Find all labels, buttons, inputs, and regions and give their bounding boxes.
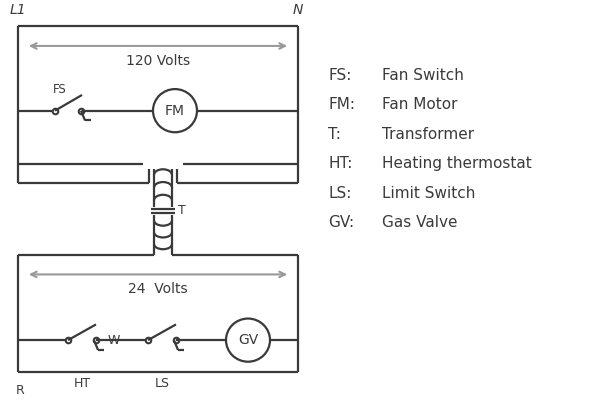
Text: Gas Valve: Gas Valve: [382, 215, 457, 230]
Text: Heating thermostat: Heating thermostat: [382, 156, 532, 171]
Text: FM: FM: [165, 104, 185, 118]
Text: L1: L1: [9, 2, 27, 16]
Text: T:: T:: [328, 127, 341, 142]
Text: 24  Volts: 24 Volts: [128, 282, 188, 296]
Text: W: W: [108, 334, 120, 347]
Text: FS: FS: [53, 82, 67, 96]
Text: Transformer: Transformer: [382, 127, 474, 142]
Text: N: N: [293, 2, 303, 16]
Text: FM:: FM:: [328, 97, 355, 112]
Text: FS:: FS:: [328, 68, 352, 83]
Text: GV: GV: [238, 333, 258, 347]
Text: HT: HT: [73, 377, 90, 390]
Text: Limit Switch: Limit Switch: [382, 186, 476, 200]
Text: LS:: LS:: [328, 186, 352, 200]
Text: R: R: [15, 384, 24, 397]
Text: Fan Motor: Fan Motor: [382, 97, 457, 112]
Text: Fan Switch: Fan Switch: [382, 68, 464, 83]
Text: GV:: GV:: [328, 215, 354, 230]
Text: T: T: [178, 204, 186, 217]
Text: 120 Volts: 120 Volts: [126, 54, 190, 68]
Text: HT:: HT:: [328, 156, 352, 171]
Text: LS: LS: [155, 377, 169, 390]
